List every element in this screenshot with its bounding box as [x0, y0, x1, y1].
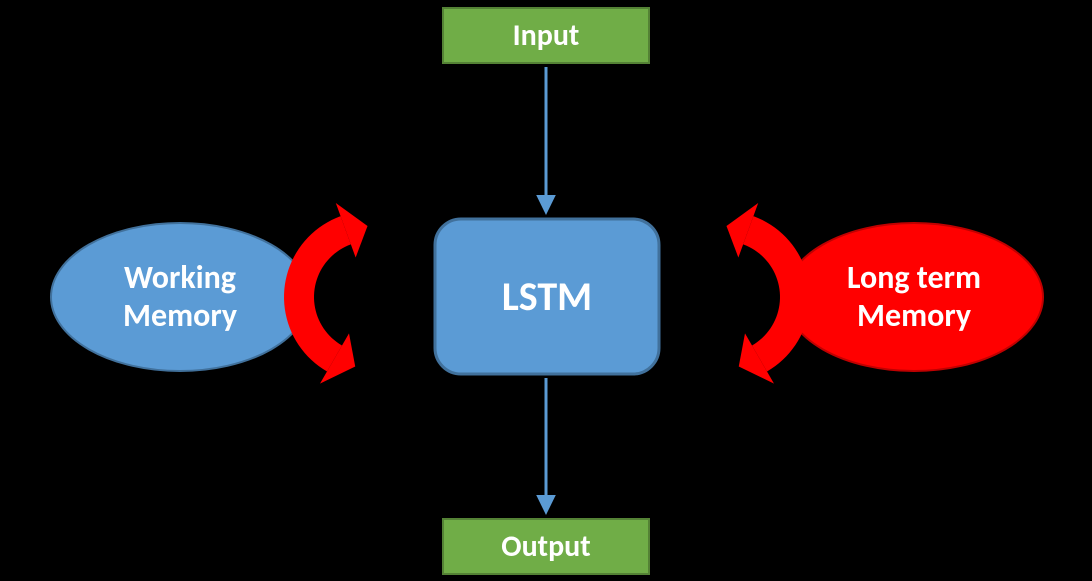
- node-lstm: LSTM: [435, 219, 659, 374]
- node-input: Input: [443, 8, 649, 63]
- node-output: Output: [443, 519, 649, 574]
- node-longterm: Long term Memory: [785, 223, 1043, 371]
- node-working: Working Memory: [51, 223, 309, 371]
